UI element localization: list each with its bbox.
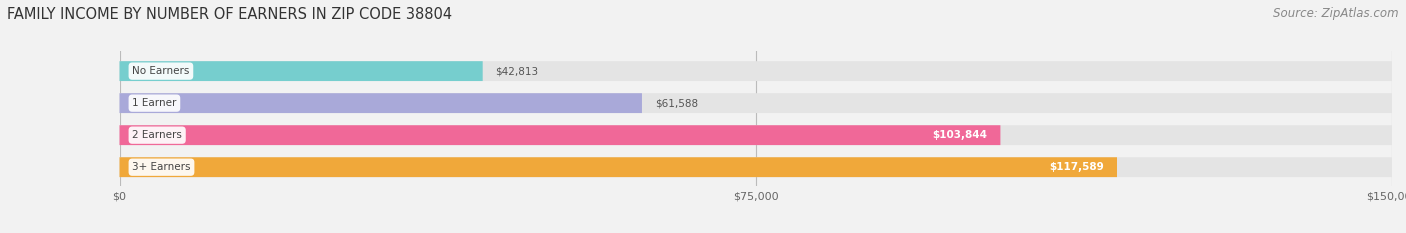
Text: FAMILY INCOME BY NUMBER OF EARNERS IN ZIP CODE 38804: FAMILY INCOME BY NUMBER OF EARNERS IN ZI…	[7, 7, 453, 22]
Text: $42,813: $42,813	[495, 66, 538, 76]
Text: $61,588: $61,588	[655, 98, 697, 108]
FancyBboxPatch shape	[120, 61, 482, 81]
Text: 3+ Earners: 3+ Earners	[132, 162, 191, 172]
Text: 2 Earners: 2 Earners	[132, 130, 183, 140]
FancyBboxPatch shape	[120, 157, 1116, 177]
Text: 1 Earner: 1 Earner	[132, 98, 177, 108]
FancyBboxPatch shape	[120, 125, 1392, 145]
Text: No Earners: No Earners	[132, 66, 190, 76]
FancyBboxPatch shape	[120, 93, 643, 113]
FancyBboxPatch shape	[120, 61, 1392, 81]
Text: $117,589: $117,589	[1049, 162, 1104, 172]
Text: Source: ZipAtlas.com: Source: ZipAtlas.com	[1274, 7, 1399, 20]
Text: $103,844: $103,844	[932, 130, 987, 140]
FancyBboxPatch shape	[120, 125, 1001, 145]
FancyBboxPatch shape	[120, 93, 1392, 113]
FancyBboxPatch shape	[120, 157, 1392, 177]
